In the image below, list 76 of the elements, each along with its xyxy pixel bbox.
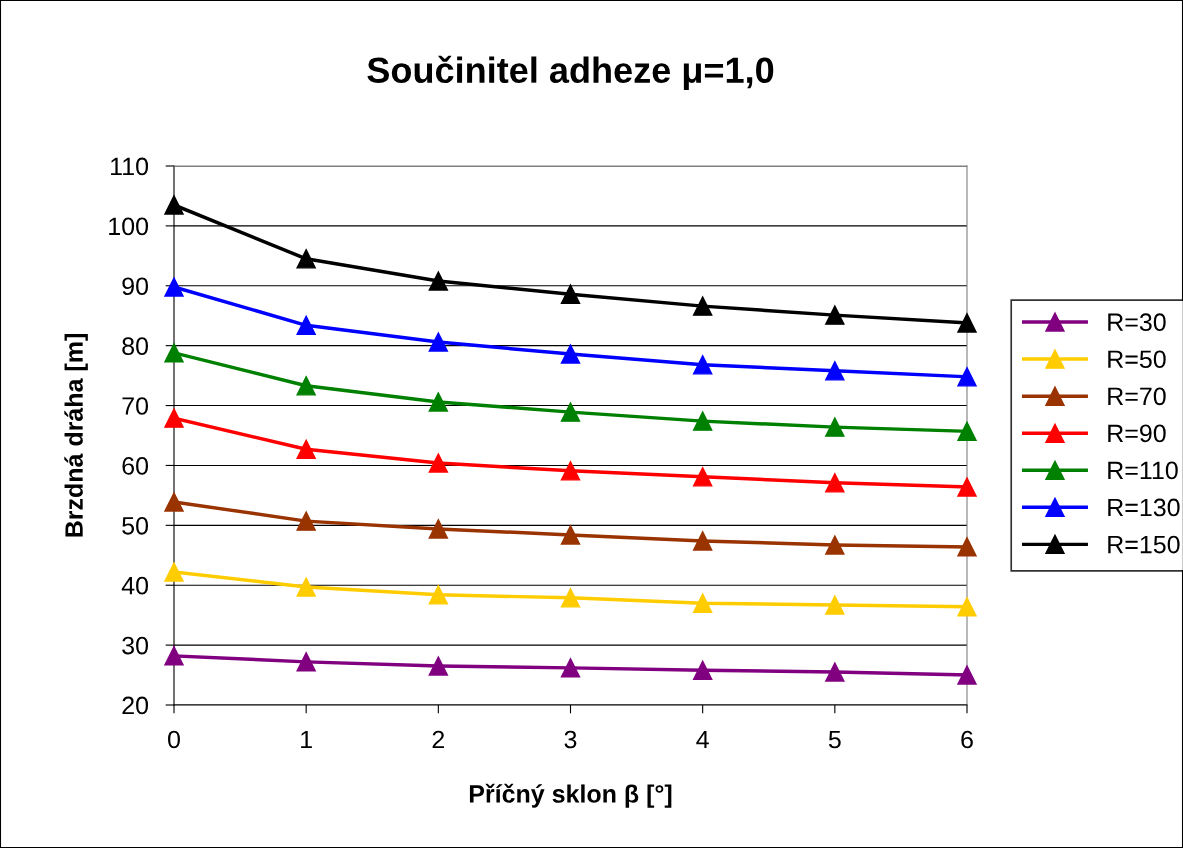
- point: [692, 467, 713, 487]
- point: [692, 411, 713, 431]
- legend-label: R=70: [1108, 387, 1166, 406]
- point: [560, 344, 581, 364]
- point: [825, 535, 845, 555]
- point: [560, 525, 581, 545]
- point: [164, 195, 184, 215]
- point: [164, 562, 184, 582]
- point: [164, 277, 184, 297]
- point: [957, 537, 977, 557]
- x-tick-label: 1: [301, 730, 312, 749]
- point: [560, 402, 581, 422]
- point: [428, 271, 449, 291]
- point: [825, 361, 845, 381]
- point: [560, 461, 581, 481]
- point: [957, 597, 977, 617]
- x-tick-label: 5: [828, 730, 841, 749]
- y-tick-label: 100: [109, 217, 149, 236]
- y-tick-label: 90: [122, 277, 149, 296]
- point: [296, 577, 316, 597]
- point: [560, 588, 581, 608]
- y-tick-label: 80: [122, 337, 149, 355]
- point: [560, 284, 581, 304]
- y-tick-label: 20: [122, 696, 149, 715]
- point: [957, 665, 977, 685]
- legend-label: R=30: [1108, 313, 1166, 332]
- point: [164, 408, 184, 428]
- legend-label: R=50: [1108, 350, 1166, 369]
- y-tick-label: 50: [122, 516, 149, 535]
- point: [428, 585, 449, 605]
- chart-title: Součinitel adheze μ=1,0: [367, 55, 774, 90]
- legend-label: R=150: [1108, 535, 1180, 554]
- point: [296, 376, 316, 396]
- point: [428, 392, 449, 412]
- x-tick-label: 2: [432, 730, 445, 749]
- point: [692, 593, 713, 613]
- x-tick-label: 3: [564, 730, 577, 749]
- point: [296, 652, 316, 672]
- legend-label: R=130: [1108, 498, 1180, 517]
- point: [428, 332, 449, 352]
- point: [296, 439, 316, 459]
- point: [164, 492, 184, 512]
- point: [296, 315, 316, 336]
- point: [560, 658, 581, 678]
- point: [957, 313, 977, 333]
- point: [957, 421, 977, 442]
- point: [692, 355, 713, 375]
- legend-label: R=110: [1108, 461, 1178, 480]
- point: [164, 343, 184, 363]
- y-tick-label: 110: [111, 157, 149, 176]
- x-tick-label: 4: [696, 730, 709, 749]
- y-tick-label: 60: [122, 457, 149, 475]
- y-tick-label: 70: [122, 397, 149, 415]
- point: [296, 511, 316, 531]
- point: [692, 660, 713, 680]
- y-tick-label: 30: [122, 636, 149, 655]
- x-tick-label: 0: [168, 730, 180, 749]
- point: [428, 453, 449, 473]
- point: [825, 417, 845, 437]
- legend-label: R=90: [1108, 424, 1166, 443]
- y-tick-label: 40: [121, 576, 149, 595]
- point: [692, 296, 713, 316]
- point: [825, 305, 845, 325]
- point: [957, 367, 977, 387]
- point: [825, 662, 845, 682]
- point: [825, 473, 845, 493]
- point: [428, 519, 449, 539]
- point: [825, 595, 845, 615]
- point: [296, 249, 316, 269]
- y-axis-title: Brzdná dráha [m]: [64, 334, 88, 537]
- point: [428, 656, 449, 676]
- point: [957, 477, 977, 497]
- point: [692, 531, 713, 551]
- point: [164, 646, 184, 666]
- x-tick-label: 6: [961, 730, 973, 749]
- x-axis-title: Příčný sklon β [°]: [469, 783, 672, 808]
